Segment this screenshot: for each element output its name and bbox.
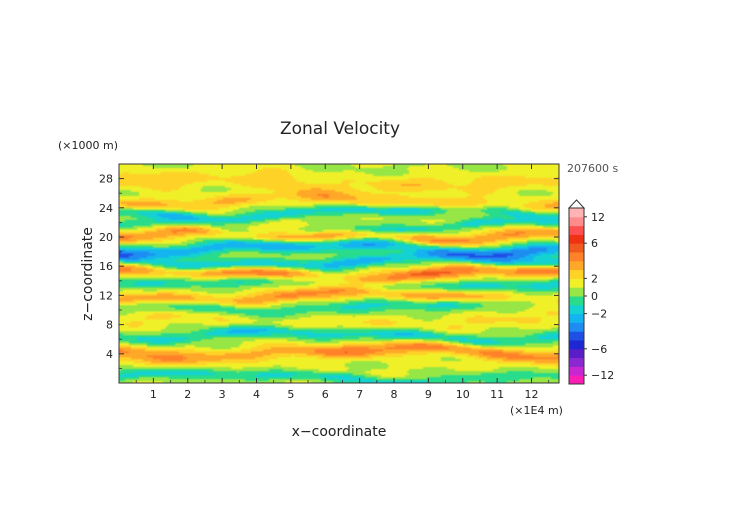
colorbar-swatch xyxy=(569,287,584,297)
colorbar-labels: 12 6 2 0 −2 −6 −12 xyxy=(584,211,614,382)
x-tick-label: 7 xyxy=(356,388,363,401)
y-tick-label: 24 xyxy=(99,202,113,215)
x-unit-label: (×1E4 m) xyxy=(510,404,563,417)
colorbar-tick-label: 2 xyxy=(591,272,598,285)
plot-frame xyxy=(118,163,560,384)
colorbar-tick-label: −6 xyxy=(591,343,607,356)
colorbar-tick-label: 6 xyxy=(591,237,598,250)
heatmap-field xyxy=(119,164,559,383)
colorbar-swatch xyxy=(569,375,584,385)
x-tick-label: 1 xyxy=(150,388,157,401)
y-unit-label: (×1000 m) xyxy=(58,139,118,152)
colorbar-tick-label: −2 xyxy=(591,308,607,321)
colorbar-swatch xyxy=(569,252,584,262)
plot-area xyxy=(118,163,560,384)
x-tick-label: 2 xyxy=(184,388,191,401)
colorbar-swatch xyxy=(569,243,584,253)
colorbar-tick-label: −12 xyxy=(591,369,614,382)
colorbar-swatch xyxy=(569,366,584,376)
colorbar-swatch xyxy=(569,304,584,315)
x-axis-title: x−coordinate xyxy=(292,424,387,440)
colorbar-swatch xyxy=(569,269,584,279)
y-tick-label: 8 xyxy=(106,319,113,332)
y-tick-label: 12 xyxy=(99,289,113,302)
colorbar-swatch xyxy=(569,225,584,235)
chart-title: Zonal Velocity xyxy=(280,119,400,139)
colorbar-swatch xyxy=(569,260,584,271)
colorbar-swatch xyxy=(569,348,584,359)
colorbar-extend-arrow xyxy=(567,199,586,209)
x-axis-ticks: 1 2 3 4 5 6 7 8 9 10 11 12 xyxy=(135,164,550,401)
x-tick-label: 3 xyxy=(219,388,226,401)
x-tick-label: 9 xyxy=(425,388,432,401)
colorbar-swatch xyxy=(569,296,584,306)
y-axis-title: z−coordinate xyxy=(80,227,96,321)
y-tick-label: 28 xyxy=(99,173,113,186)
x-tick-label: 5 xyxy=(287,388,294,401)
colorbar-swatch xyxy=(569,322,584,332)
x-tick-label: 11 xyxy=(490,388,504,401)
colorbar-tick-label: 12 xyxy=(591,211,605,224)
y-axis-ticks: 4 8 12 16 20 24 28 xyxy=(99,173,559,369)
colorbar-swatch xyxy=(569,331,584,341)
y-tick-label: 16 xyxy=(99,260,113,273)
x-tick-label: 8 xyxy=(391,388,398,401)
x-tick-label: 6 xyxy=(322,388,329,401)
colorbar-swatch xyxy=(569,340,584,350)
colorbar-swatch xyxy=(569,234,584,244)
x-tick-label: 4 xyxy=(253,388,260,401)
colorbar-swatch xyxy=(569,357,584,367)
x-tick-label: 10 xyxy=(456,388,470,401)
time-label: 207600 s xyxy=(567,162,618,175)
colorbar-swatch xyxy=(569,313,584,323)
colorbar-swatch xyxy=(569,216,584,227)
colorbar xyxy=(567,199,586,385)
y-tick-label: 4 xyxy=(106,348,113,361)
colorbar-tick-label: 0 xyxy=(591,290,598,303)
x-tick-label: 12 xyxy=(525,388,539,401)
colorbar-swatch xyxy=(569,278,584,288)
colorbar-swatch xyxy=(569,208,584,218)
y-tick-label: 20 xyxy=(99,231,113,244)
